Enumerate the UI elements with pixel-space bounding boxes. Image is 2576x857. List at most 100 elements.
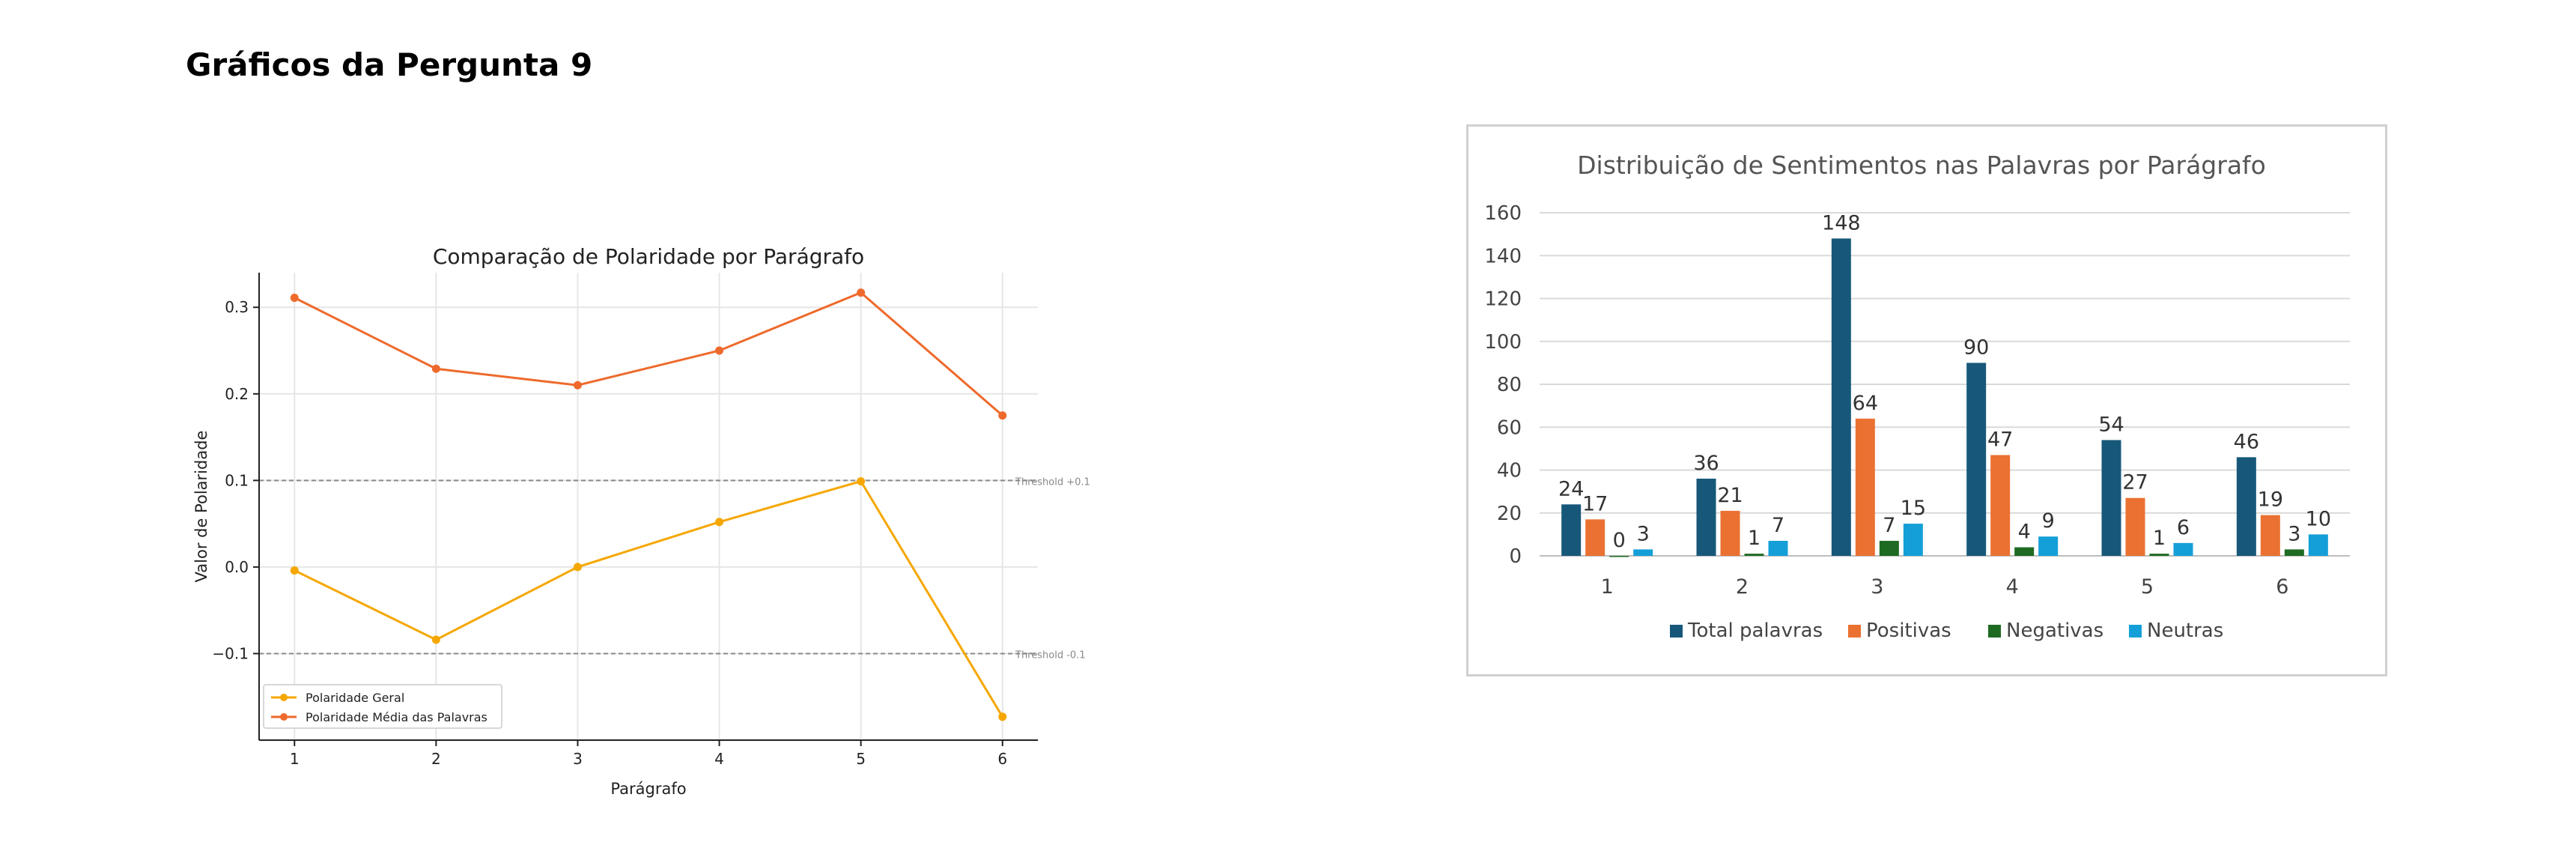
data-point [290,294,299,303]
data-label: 21 [1717,484,1743,507]
data-label: 64 [1853,392,1878,415]
line-chart-title: Comparação de Polaridade por Parágrafo [433,244,864,269]
x-tick-label: 6 [2276,575,2288,599]
bar-total-palavras [2236,457,2256,556]
x-tick-label: 3 [573,750,583,768]
bar-total-palavras [1696,478,1716,556]
bar-negativas [1879,540,1899,556]
data-label: 148 [1822,211,1861,234]
legend-swatch [1848,625,1861,638]
data-label: 15 [1901,497,1926,520]
bar-neutras [1903,524,1923,556]
bar-neutras [1768,540,1788,556]
data-label: 6 [2177,516,2190,539]
y-tick-label: 40 [1497,460,1522,482]
bar-neutras [2038,536,2059,556]
data-point [857,288,866,297]
data-label: 1 [1748,527,1761,550]
bar-positivas [2260,515,2280,556]
data-label: 19 [2258,488,2283,512]
x-tick-label: 1 [290,750,300,768]
legend-swatch [2129,625,2142,638]
data-point [290,566,299,575]
data-label: 1 [2153,527,2166,550]
bar-chart-title: Distribuição de Sentimentos nas Palavras… [1577,151,2266,180]
bar-negativas [2284,549,2304,556]
legend-marker [280,713,288,721]
y-tick-label: 0 [1509,545,1522,568]
data-point [857,476,866,485]
data-label: 9 [2042,509,2055,533]
data-label: 10 [2306,507,2331,530]
threshold-label: Threshold -0.1 [1015,649,1086,661]
bar-negativas [2149,554,2169,556]
x-tick-label: 5 [856,750,866,768]
data-label: 7 [1883,514,1895,537]
threshold-label: Threshold +0.1 [1015,476,1090,488]
x-tick-label: 4 [714,750,724,768]
data-label: 0 [1613,529,1626,552]
bar-negativas [1609,556,1629,557]
x-tick-label: 4 [2006,575,2019,599]
x-tick-label: 5 [2141,575,2154,599]
legend-label: Polaridade Geral [306,691,404,705]
legend-label: Negativas [2006,620,2103,642]
bar-total-palavras [1561,504,1582,556]
series-line-polaridade-geral [294,479,1004,718]
y-tick-label: 0.1 [225,471,249,489]
bar-positivas [1990,455,2011,556]
data-point [998,411,1007,420]
bar-negativas [2014,547,2035,556]
series-line-polaridade-media [294,291,1003,417]
x-tick-label: 6 [997,750,1007,768]
polarity-line-chart: Comparação de Polaridade por Parágrafo Th… [192,244,1090,798]
legend-label: Polaridade Média das Palavras [306,710,487,724]
legend-label: Neutras [2147,620,2223,642]
data-point [431,635,440,644]
x-tick-label: 2 [1736,575,1749,599]
bar-neutras [2308,534,2328,556]
data-label: 7 [1772,514,1784,537]
data-point [573,563,582,572]
data-point [998,712,1007,721]
bar-total-palavras [1831,238,1851,556]
data-point [573,381,582,390]
data-label: 24 [1558,477,1584,500]
data-point [431,364,440,373]
y-tick-label: 0.3 [225,298,249,316]
bar-neutras [2173,542,2193,556]
bar-positivas [1855,418,1875,556]
y-tick-label: 80 [1497,374,1522,396]
bar-negativas [1744,554,1764,556]
data-label: 3 [1637,522,1650,545]
data-label: 27 [2122,471,2148,494]
x-tick-label: 3 [1871,575,1883,599]
x-tick-label: 1 [1601,575,1614,599]
data-label: 46 [2234,430,2259,453]
y-tick-label: −0.1 [212,644,249,662]
data-point [715,346,724,355]
y-tick-label: 120 [1484,288,1522,311]
bar-total-palavras [1966,363,1987,556]
x-tick-label: 2 [431,750,441,768]
legend-marker [280,694,288,701]
sentiment-bar-chart: Distribuição de Sentimentos nas Palavras… [1466,124,2387,676]
y-tick-label: 20 [1497,503,1522,525]
y-tick-label: 140 [1484,245,1522,267]
bar-positivas [1720,510,1740,556]
legend-swatch [1670,625,1683,638]
data-label: 3 [2288,522,2300,545]
data-label: 54 [2098,413,2124,436]
data-label: 36 [1693,452,1719,475]
bar-positivas [1585,519,1606,556]
bar-positivas [2125,497,2145,556]
data-label: 17 [1582,492,1608,515]
data-label: 4 [2018,521,2031,544]
bar-neutras [1633,549,1653,556]
y-tick-label: 0.2 [225,385,249,403]
data-label: 90 [1963,336,1989,359]
y-axis-label: Valor de Polaridade [192,431,210,583]
chart-panel-border [1466,124,2387,676]
y-tick-label: 100 [1484,331,1522,354]
legend-label: Positivas [1866,620,1951,642]
